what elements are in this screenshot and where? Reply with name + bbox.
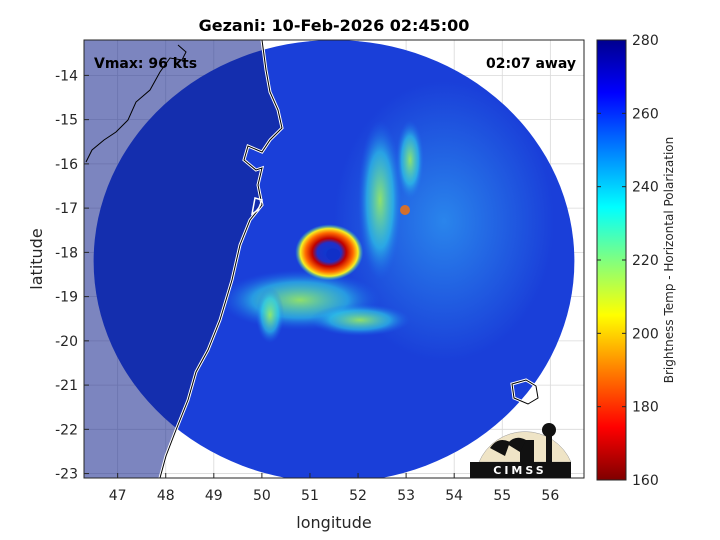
convective-spot (400, 205, 410, 215)
colorbar (596, 39, 627, 481)
y-tick-label: -17 (55, 201, 78, 217)
colorbar-tick-label: 240 (632, 180, 659, 196)
x-tick-label: 47 (109, 488, 127, 504)
y-axis-ticks: -14 -15 -16 -17 -18 -19 -20 -21 -22 -23 (55, 68, 89, 483)
x-tick-label: 54 (445, 488, 463, 504)
x-axis-ticks: 47 48 49 50 51 52 53 54 55 56 (109, 473, 559, 504)
logo-banner (470, 462, 571, 478)
colorbar-ticks: 160 180 200 220 240 260 280 (597, 33, 659, 489)
rain-band (358, 120, 402, 280)
x-tick-label: 50 (253, 488, 271, 504)
logo-building (520, 440, 534, 462)
chart-title: Gezani: 10-Feb-2026 02:45:00 (199, 16, 470, 35)
logo-tower-ball (542, 423, 556, 437)
y-tick-label: -21 (55, 378, 78, 394)
colorbar-tick-label: 180 (632, 400, 659, 416)
colorbar-tick-label: 200 (632, 326, 659, 342)
y-axis-label: latitude (27, 228, 46, 289)
time-away-annotation: 02:07 away (486, 56, 576, 72)
x-tick-label: 51 (301, 488, 319, 504)
brightness-temp-swath (84, 40, 575, 478)
madagascar-west-coastline-edge (159, 40, 283, 478)
colorbar-tick-label: 260 (632, 106, 659, 122)
logo-tower (546, 436, 552, 462)
island-outline (250, 197, 264, 216)
cimss-logo: CIMSS (470, 423, 572, 478)
colorbar-tick-label: 280 (632, 33, 659, 49)
reunion-island-edge (511, 379, 539, 405)
x-tick-label: 52 (349, 488, 367, 504)
land-region (84, 40, 282, 478)
y-tick-label: -15 (55, 113, 78, 129)
y-tick-label: -20 (55, 334, 78, 350)
colorbar-tick-label: 220 (632, 253, 659, 269)
rain-band (310, 304, 410, 336)
y-tick-label: -16 (55, 157, 78, 173)
storm-eye (326, 248, 341, 261)
logo-satellite-dish-2 (507, 437, 526, 452)
colorbar-label: Brightness Temp - Horizontal Polarizatio… (662, 137, 676, 384)
y-tick-label: -23 (55, 467, 78, 483)
logo-satellite-dish-1 (490, 440, 510, 456)
colorbar-tick-label: 160 (632, 473, 659, 489)
rain-band (256, 287, 284, 343)
y-tick-label: -22 (55, 422, 78, 438)
mozambique-coastline (85, 44, 187, 163)
y-tick-label: -14 (55, 68, 78, 84)
y-tick-label: -18 (55, 245, 78, 261)
coastlines (85, 40, 540, 478)
x-tick-label: 53 (397, 488, 415, 504)
rain-band (396, 120, 424, 200)
logo-text: CIMSS (493, 464, 546, 477)
x-tick-label: 49 (205, 488, 223, 504)
x-axis-label: longitude (296, 513, 371, 532)
vmax-annotation: Vmax: 96 kts (94, 56, 197, 72)
axes-frame (83, 39, 585, 479)
x-tick-label: 48 (157, 488, 175, 504)
y-tick-label: -19 (55, 290, 78, 306)
x-tick-label: 56 (541, 488, 559, 504)
x-tick-label: 55 (493, 488, 511, 504)
